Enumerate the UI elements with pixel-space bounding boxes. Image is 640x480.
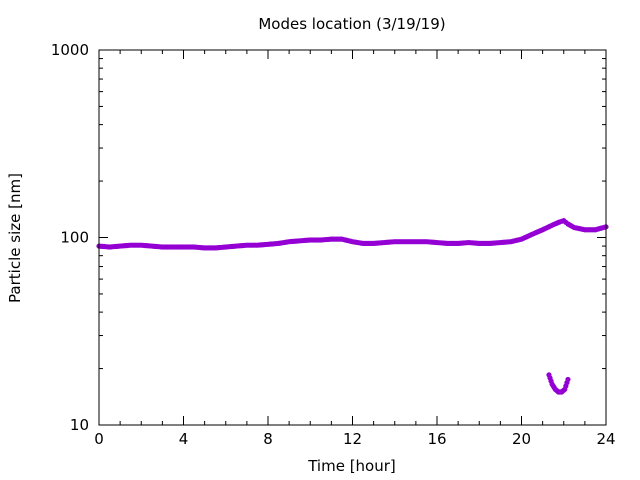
y-tick-label: 100 bbox=[60, 229, 89, 247]
x-tick-label: 20 bbox=[512, 430, 531, 448]
data-point bbox=[565, 376, 571, 383]
plot-frame bbox=[98, 49, 607, 426]
x-tick-label: 0 bbox=[94, 430, 104, 448]
x-tick-label: 4 bbox=[179, 430, 189, 448]
y-tick-label: 1000 bbox=[51, 41, 89, 59]
chart-title: Modes location (3/19/19) bbox=[258, 15, 445, 33]
y-axis-label: Particle size [nm] bbox=[6, 173, 24, 303]
x-tick-label: 8 bbox=[263, 430, 273, 448]
x-tick-label: 24 bbox=[596, 430, 615, 448]
y-tick-label: 10 bbox=[70, 416, 89, 434]
x-axis-label: Time [hour] bbox=[307, 457, 396, 475]
axis-tick-labels: 0 4 8 12 16 20 24 10 100 1000 bbox=[51, 41, 616, 448]
data-points bbox=[96, 218, 609, 395]
x-tick-label: 12 bbox=[343, 430, 362, 448]
x-tick-label: 16 bbox=[427, 430, 446, 448]
